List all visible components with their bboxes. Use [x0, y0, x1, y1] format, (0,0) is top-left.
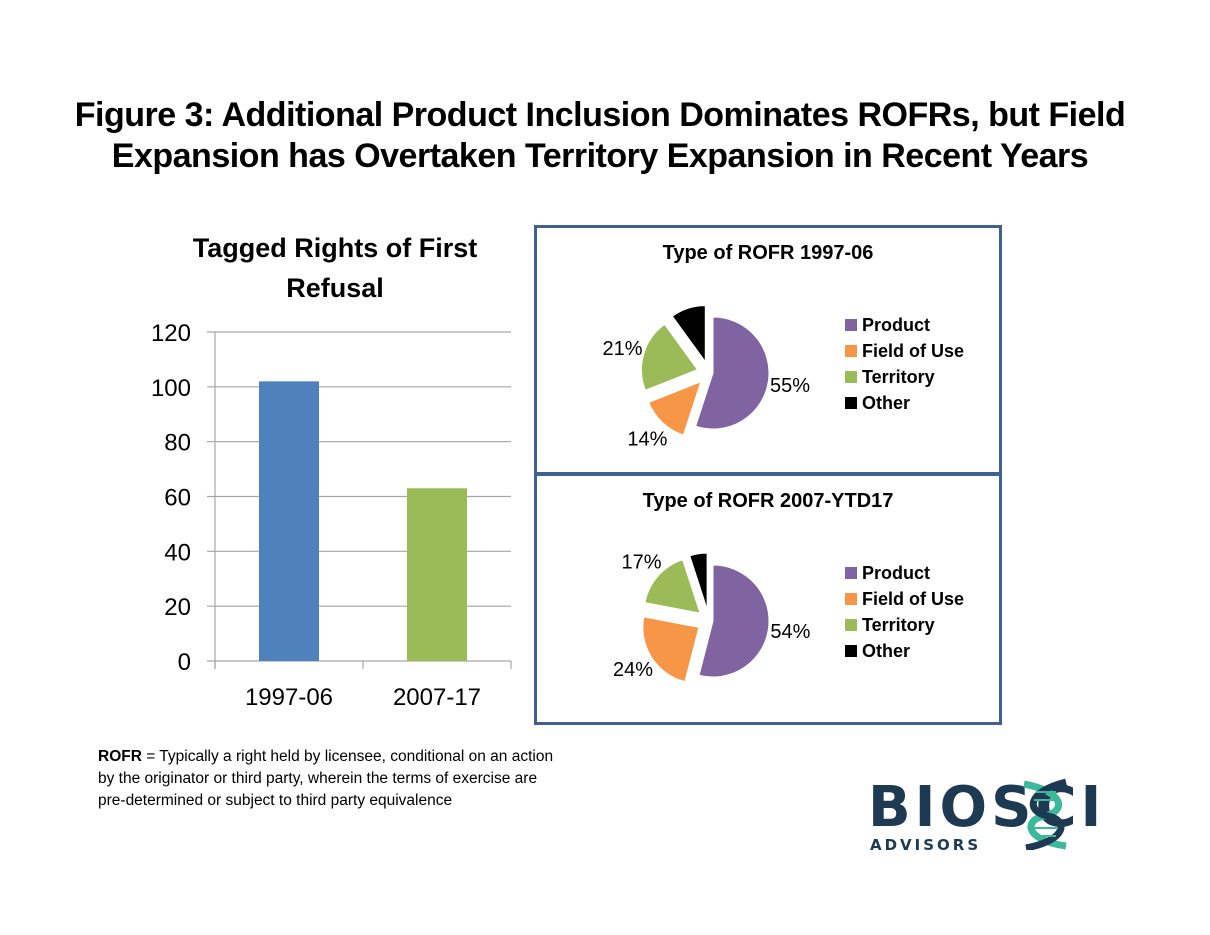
pie-chart-title: Type of ROFR 1997-06 [662, 242, 874, 264]
legend-swatch [845, 619, 857, 631]
legend-label: Other [862, 393, 911, 413]
legend-label: Product [862, 563, 931, 583]
pie-data-label: 54% [770, 621, 810, 643]
pie-slice-product [698, 564, 770, 678]
legend-label: Product [862, 315, 931, 335]
pie-data-label: 14% [627, 429, 667, 451]
y-tick-label: 0 [178, 649, 191, 676]
pie-data-label: 24% [613, 659, 653, 681]
y-tick-label: 80 [164, 430, 191, 457]
logo-subtitle: ADVISORS [870, 836, 982, 854]
legend-swatch [845, 319, 857, 331]
legend-label: Other [862, 641, 911, 661]
legend-label: Territory [862, 615, 935, 635]
note-term: ROFR [98, 748, 142, 765]
legend-item: Product [845, 312, 964, 338]
y-tick-label: 20 [164, 594, 191, 621]
pie-slice-territory [641, 323, 699, 391]
y-tick-label: 40 [164, 539, 191, 566]
legend-item: Field of Use [845, 586, 964, 612]
legend-label: Field of Use [862, 589, 965, 609]
pie-slice-field-of-use [648, 380, 702, 436]
pie-legend: Product Field of Use Territory Other [845, 312, 964, 416]
legend-item: Other [845, 390, 964, 416]
note-definition: = Typically a right held by licensee, co… [98, 748, 554, 809]
legend-swatch [845, 371, 857, 383]
bar-chart-title: Tagged Rights of First Refusal [192, 233, 478, 303]
pie-slice-product [695, 316, 770, 430]
pie-slice-other [671, 305, 706, 364]
bar-chart: 0 20 40 60 80 100 120 1997-06 2007-17 [151, 320, 512, 711]
biosci-advisors-logo: BIOSCI ADVISORS [868, 778, 1118, 858]
pie-legend: Product Field of Use Territory Other [845, 560, 964, 664]
bar-1997-06 [259, 381, 319, 661]
pie-slice-territory [644, 559, 701, 614]
legend-item: Other [845, 638, 964, 664]
legend-item: Product [845, 560, 964, 586]
pie-data-label: 17% [621, 551, 661, 573]
pie-chart-panel-1997-06: Type of ROFR 1997-06 55% 14% 21% Product Fi… [534, 225, 1002, 475]
legend-label: Field of Use [862, 341, 965, 361]
y-tick-label: 100 [151, 375, 191, 402]
pie-data-label: 55% [770, 375, 810, 397]
pie-chart-title: Type of ROFR 2007-YTD17 [642, 490, 894, 512]
legend-label: Territory [862, 367, 935, 387]
pie-chart-panel-2007-ytd17: Type of ROFR 2007-YTD17 54% 24% 17% Produc… [534, 473, 1002, 725]
y-tick-label: 60 [164, 485, 191, 512]
pie-slice-other [689, 552, 708, 610]
dna-helix-icon [1023, 778, 1067, 850]
pie-chart: 54% 24% 17% [613, 551, 811, 683]
legend-item: Field of Use [845, 338, 964, 364]
legend-swatch [845, 397, 857, 409]
legend-swatch [845, 567, 857, 579]
legend-item: Territory [845, 364, 964, 390]
legend-swatch [845, 645, 857, 657]
y-tick-label: 120 [151, 320, 191, 347]
figure-title: Figure 3: Additional Product Inclusion D… [74, 96, 1126, 175]
pie-slice-field-of-use [642, 616, 700, 683]
rofr-definition-note: ROFR = Typically a right held by license… [98, 746, 558, 812]
legend-swatch [845, 345, 857, 357]
legend-item: Territory [845, 612, 964, 638]
bar-2007-17 [407, 488, 467, 661]
pie-data-label: 21% [603, 338, 643, 360]
x-tick-label: 1997-06 [245, 684, 333, 711]
legend-swatch [845, 593, 857, 605]
x-tick-label: 2007-17 [393, 684, 481, 711]
pie-chart: 55% 14% 21% [603, 305, 810, 451]
